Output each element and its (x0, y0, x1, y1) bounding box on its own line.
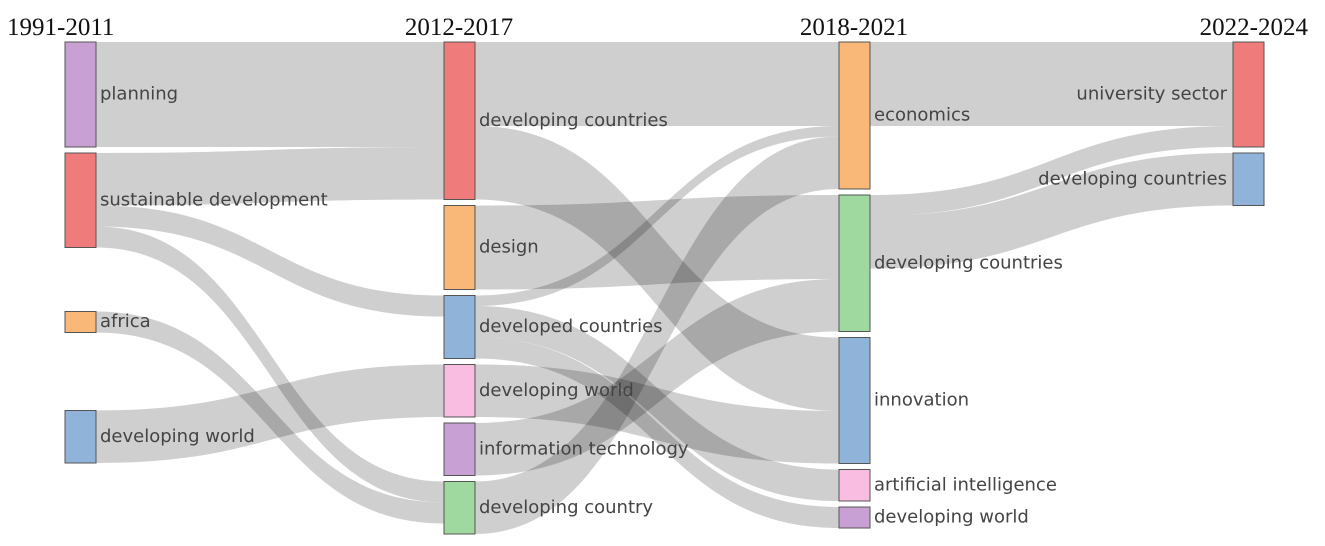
node-p4_devcountries[interactable] (1232, 152, 1265, 206)
link-p2_developed-to-p3_economics (475, 126, 839, 306)
link-p3_economics-to-p4_university (870, 42, 1233, 126)
period-title-1991-2011: 1991-2011 (7, 14, 114, 41)
node-label-p3_devworld: developing world (874, 507, 1029, 528)
node-p2_devworld[interactable] (443, 364, 476, 418)
node-p4_university[interactable] (1232, 41, 1265, 148)
link-p2_devcountry-to-p3_economics (475, 136, 839, 534)
node-label-p1_devworld: developing world (100, 426, 255, 447)
node-label-p3_economics: economics (874, 105, 970, 126)
node-label-p1_planning: planning (100, 84, 178, 105)
node-label-p2_devcountry: developing country (479, 497, 653, 518)
node-p2_devcountry[interactable] (443, 481, 476, 535)
period-title-2022-2024: 2022-2024 (1200, 14, 1309, 41)
link-p1_sustainable-to-p2_devcountry (96, 226, 444, 503)
node-label-p1_africa: africa (100, 311, 151, 332)
node-p3_devworld[interactable] (838, 506, 871, 529)
period-titles: 1991-2011 2012-2017 2018-2021 2022-2024 (7, 14, 1308, 41)
node-label-p2_developed: developed countries (479, 316, 663, 337)
link-p1_devworld-to-p2_devworld (96, 364, 444, 463)
node-p3_economics[interactable] (838, 41, 871, 190)
link-p1_planning-to-p2_devcountries (96, 42, 444, 147)
link-p3_devcountries-to-p4_devcountries (870, 153, 1233, 269)
flow-links (96, 42, 1233, 534)
node-p1_sustainable[interactable] (64, 152, 97, 248)
period-title-2018-2021: 2018-2021 (800, 14, 908, 41)
node-label-p2_devworld: developing world (479, 380, 634, 401)
node-label-p2_infotech: information technology (479, 438, 689, 459)
node-p3_devcountries[interactable] (838, 194, 871, 332)
link-p2_infotech-to-p3_devcountries (475, 279, 839, 476)
node-label-p1_sustainable: sustainable development (100, 189, 328, 210)
node-p3_innovation[interactable] (838, 337, 871, 464)
node-label-p3_innovation: innovation (874, 390, 969, 411)
node-p1_africa[interactable] (64, 311, 97, 333)
node-label-p2_design: design (479, 237, 539, 258)
node-p2_infotech[interactable] (443, 422, 476, 476)
node-label-p3_ai: artificial intelligence (874, 474, 1057, 495)
node-label-p4_university: university sector (1076, 84, 1227, 105)
period-title-2012-2017: 2012-2017 (405, 14, 513, 41)
link-p2_devworld-to-p3_innovation (475, 364, 839, 464)
node-label-p4_devcountries: developing countries (1038, 168, 1227, 189)
node-label-p3_devcountries: developing countries (874, 252, 1063, 273)
node-p2_devcountries[interactable] (443, 41, 476, 200)
link-p1_sustainable-to-p2_devcountries (96, 147, 444, 206)
node-p3_ai[interactable] (838, 469, 871, 502)
node-p2_design[interactable] (443, 205, 476, 290)
link-p2_devcountries-to-p3_economics (475, 42, 839, 126)
node-p2_developed[interactable] (443, 295, 476, 359)
link-p1_sustainable-to-p2_developed (96, 205, 444, 317)
node-p1_devworld[interactable] (64, 410, 97, 464)
topic-nodes: planning sustainable development africa dev… (64, 41, 1265, 535)
node-p1_planning[interactable] (64, 41, 97, 148)
link-p3_devcountries-to-p4_university (870, 126, 1233, 216)
node-label-p2_devcountries: developing countries (479, 110, 668, 131)
